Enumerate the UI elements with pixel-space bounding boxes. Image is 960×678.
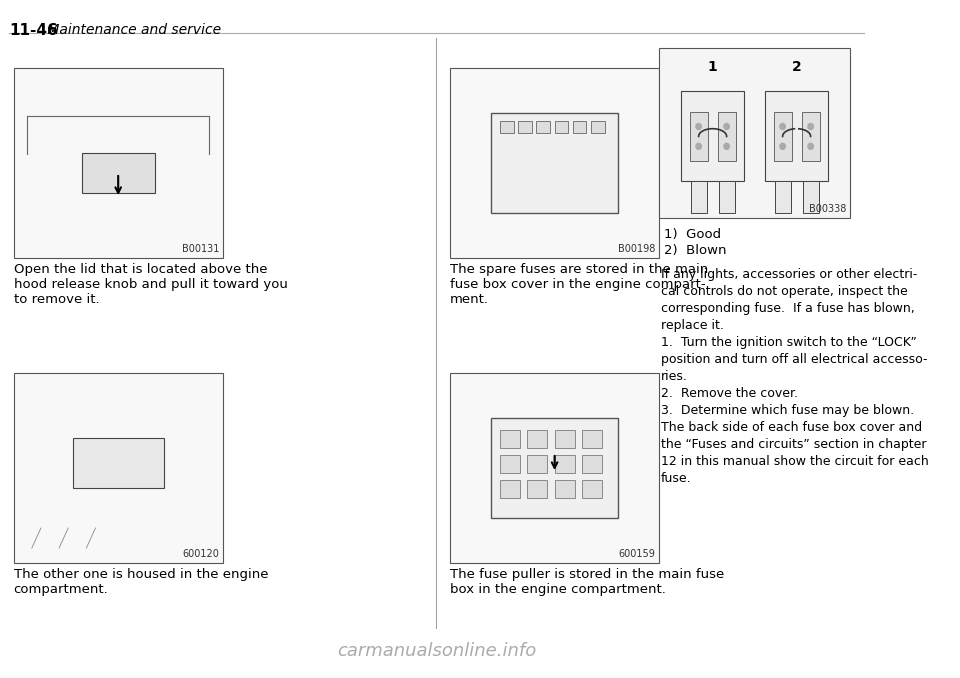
- Bar: [803, 182, 819, 213]
- Bar: [774, 112, 792, 161]
- Bar: [765, 92, 828, 182]
- Bar: [491, 113, 618, 213]
- Text: 11-46: 11-46: [9, 23, 58, 38]
- Text: If any lights, accessories or other electri-
cal controls do not operate, inspec: If any lights, accessories or other elec…: [661, 268, 928, 485]
- Text: B00338: B00338: [809, 204, 847, 214]
- Text: carmanualsonline.info: carmanualsonline.info: [337, 642, 536, 660]
- Bar: [555, 121, 568, 133]
- Bar: [13, 373, 223, 563]
- Bar: [450, 373, 660, 563]
- Text: B00131: B00131: [181, 244, 219, 254]
- Bar: [689, 112, 708, 161]
- Bar: [802, 112, 820, 161]
- Bar: [491, 418, 618, 518]
- Bar: [555, 480, 575, 498]
- Text: 1: 1: [708, 60, 717, 74]
- Circle shape: [808, 123, 813, 129]
- Circle shape: [780, 123, 785, 129]
- Text: Open the lid that is located above the
hood release knob and pull it toward you
: Open the lid that is located above the h…: [13, 263, 287, 306]
- Bar: [527, 455, 547, 473]
- Bar: [13, 68, 223, 258]
- Text: 1)  Good: 1) Good: [663, 228, 721, 241]
- Bar: [718, 112, 735, 161]
- Circle shape: [724, 143, 730, 149]
- Text: B00198: B00198: [618, 244, 656, 254]
- Bar: [582, 480, 602, 498]
- Text: The spare fuses are stored in the main
fuse box cover in the engine compart-
men: The spare fuses are stored in the main f…: [450, 263, 708, 306]
- Bar: [500, 455, 520, 473]
- Text: 600120: 600120: [182, 549, 219, 559]
- Bar: [690, 182, 707, 213]
- Bar: [591, 121, 605, 133]
- Bar: [500, 121, 514, 133]
- Bar: [681, 92, 744, 182]
- Circle shape: [724, 123, 730, 129]
- Text: The fuse puller is stored in the main fuse
box in the engine compartment.: The fuse puller is stored in the main fu…: [450, 568, 724, 596]
- Circle shape: [780, 143, 785, 149]
- Bar: [500, 480, 520, 498]
- Bar: [450, 68, 660, 258]
- Bar: [660, 48, 851, 218]
- Bar: [518, 121, 532, 133]
- Bar: [775, 182, 791, 213]
- Bar: [537, 121, 550, 133]
- Text: 600159: 600159: [618, 549, 656, 559]
- Bar: [73, 438, 163, 488]
- Bar: [555, 455, 575, 473]
- Text: The other one is housed in the engine
compartment.: The other one is housed in the engine co…: [13, 568, 268, 596]
- Bar: [573, 121, 587, 133]
- Bar: [82, 153, 155, 193]
- Circle shape: [696, 143, 702, 149]
- Bar: [500, 430, 520, 448]
- Bar: [527, 430, 547, 448]
- Text: Maintenance and service: Maintenance and service: [43, 23, 221, 37]
- Circle shape: [808, 143, 813, 149]
- Text: 2)  Blown: 2) Blown: [663, 244, 726, 257]
- Bar: [719, 182, 734, 213]
- Bar: [555, 430, 575, 448]
- Circle shape: [696, 123, 702, 129]
- Bar: [582, 430, 602, 448]
- Bar: [582, 455, 602, 473]
- Text: 2: 2: [792, 60, 802, 74]
- Bar: [527, 480, 547, 498]
